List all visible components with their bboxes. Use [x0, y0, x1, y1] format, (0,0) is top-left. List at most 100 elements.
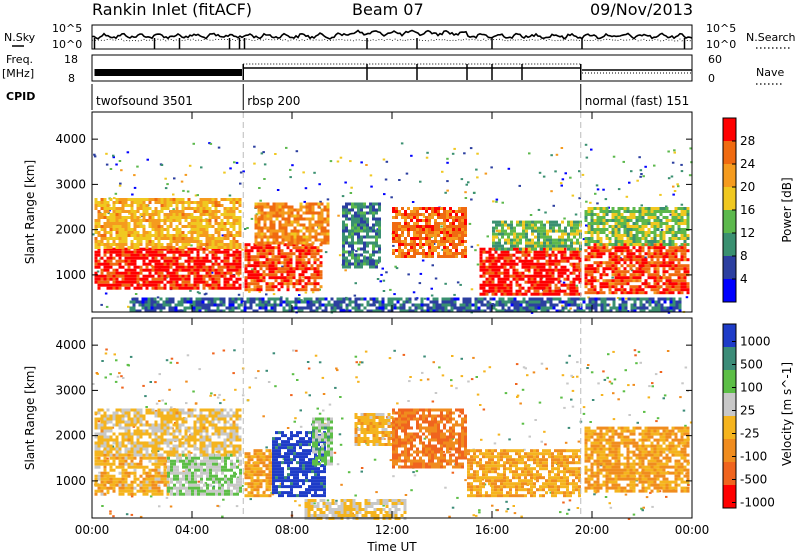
data-cell	[223, 210, 227, 213]
data-cell	[342, 300, 346, 304]
data-cell	[285, 297, 289, 301]
data-cell	[519, 300, 523, 304]
data-cell	[168, 297, 172, 301]
data-cell	[181, 207, 185, 210]
data-cell	[515, 274, 519, 278]
data-cell	[683, 210, 687, 213]
data-cell	[254, 214, 258, 218]
data-cell	[614, 240, 618, 243]
data-cell	[178, 240, 182, 243]
data-cell	[558, 247, 561, 251]
scatter-cell	[559, 182, 563, 185]
data-cell	[653, 252, 657, 256]
data-cell	[551, 259, 555, 263]
data-cell	[106, 240, 110, 243]
data-cell	[211, 216, 215, 219]
data-cell	[184, 234, 188, 237]
data-cell	[316, 246, 320, 250]
data-cell	[552, 238, 555, 242]
data-cell	[118, 225, 122, 228]
data-cell	[680, 276, 684, 280]
nave-label: Nave	[756, 66, 784, 79]
data-cell	[395, 216, 398, 219]
data-cell	[674, 288, 678, 292]
data-cell	[485, 265, 489, 269]
data-cell	[281, 241, 285, 245]
data-cell	[573, 300, 577, 304]
data-cell	[485, 289, 489, 293]
data-cell	[103, 262, 107, 266]
data-cell	[360, 229, 363, 233]
data-cell	[157, 265, 161, 269]
data-cell	[575, 289, 579, 293]
data-cell	[226, 246, 230, 249]
data-cell	[677, 228, 681, 231]
data-cell	[500, 256, 504, 260]
data-cell	[244, 267, 248, 271]
data-cell	[223, 286, 227, 290]
data-cell	[408, 306, 412, 310]
data-cell	[289, 258, 293, 262]
data-cell	[419, 240, 422, 243]
data-cell	[522, 247, 525, 251]
data-cell	[154, 280, 158, 284]
data-cell	[345, 208, 348, 212]
data-cell	[199, 210, 203, 213]
data-cell	[363, 244, 366, 248]
data-cell	[686, 267, 690, 271]
data-cell	[441, 300, 445, 304]
data-cell	[266, 229, 270, 233]
data-cell	[605, 246, 609, 250]
data-cell	[308, 229, 312, 233]
data-cell	[564, 232, 567, 236]
data-cell	[130, 243, 134, 246]
freq-label: Freq.	[6, 53, 33, 66]
data-cell	[578, 292, 582, 296]
data-cell	[295, 255, 299, 259]
data-cell	[468, 303, 472, 307]
data-cell	[623, 267, 627, 271]
data-cell	[118, 243, 122, 246]
data-cell	[257, 235, 261, 239]
data-cell	[536, 256, 540, 260]
data-cell	[289, 279, 293, 283]
data-cell	[428, 249, 431, 252]
data-cell	[653, 237, 657, 240]
data-cell	[686, 216, 690, 219]
data-cell	[647, 222, 651, 225]
data-cell	[244, 255, 248, 259]
data-cell	[136, 216, 140, 219]
data-cell	[563, 253, 567, 257]
data-cell	[136, 222, 140, 225]
data-cell	[509, 289, 513, 293]
data-cell	[178, 213, 182, 216]
data-cell	[419, 207, 422, 210]
data-cell	[425, 234, 428, 237]
data-cell	[599, 273, 603, 277]
data-cell	[384, 306, 388, 310]
scatter-cell	[166, 183, 169, 186]
data-cell	[354, 214, 357, 218]
data-cell	[178, 216, 182, 219]
data-cell	[528, 297, 532, 301]
data-cell	[154, 265, 158, 269]
scatter-cell	[602, 188, 605, 191]
data-cell	[357, 306, 361, 310]
data-cell	[483, 303, 487, 307]
data-cell	[187, 201, 191, 204]
data-cell	[298, 249, 302, 253]
data-cell	[288, 306, 292, 310]
data-cell	[133, 262, 137, 266]
data-cell	[569, 262, 573, 266]
data-cell	[584, 210, 588, 213]
scatter-cell	[453, 293, 456, 296]
data-cell	[267, 309, 271, 313]
data-cell	[281, 223, 285, 227]
data-cell	[518, 256, 522, 260]
data-cell	[193, 222, 197, 225]
data-cell	[653, 240, 657, 243]
data-cell	[437, 255, 440, 258]
data-cell	[458, 234, 461, 237]
scatter-cell	[112, 156, 115, 159]
data-cell	[193, 240, 197, 243]
